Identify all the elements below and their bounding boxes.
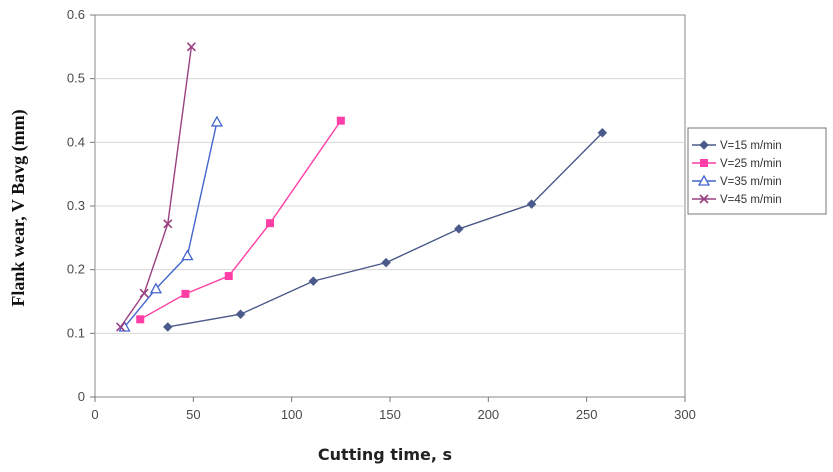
series-3	[118, 115, 224, 332]
legend-item: V=35 m/min	[692, 174, 782, 188]
data-point-diamond	[381, 257, 391, 268]
x-tick-label: 250	[576, 407, 598, 422]
y-tick-label: 0.6	[67, 7, 85, 22]
y-tick-label: 0.3	[67, 198, 85, 213]
legend: V=15 m/min V=25 m/min V=35 m/min V=45 m/min	[687, 127, 827, 215]
x-axis-label: Cutting time, s	[318, 445, 452, 464]
x-tick-label: 150	[379, 407, 401, 422]
data-point-square	[224, 272, 233, 281]
series-line	[119, 46, 193, 328]
y-tick-label: 0.4	[67, 134, 85, 149]
y-tick-label: 0.2	[67, 262, 85, 277]
x-tick-label: 200	[477, 407, 499, 422]
series-4	[116, 42, 196, 332]
axes: 0 0.1 0.2 0.3 0.4 0.5 0.6 0 50 100 150 200 250 300	[67, 7, 696, 422]
series-2	[136, 116, 345, 324]
data-point-diamond	[308, 276, 319, 286]
legend-item: V=15 m/min	[692, 140, 782, 152]
x-tick-label: 100	[281, 407, 303, 422]
data-point-square	[266, 219, 275, 228]
x-tick-label: 0	[91, 407, 98, 422]
data-point-diamond	[526, 199, 537, 209]
legend-label: V=45 m/min	[720, 194, 782, 206]
data-point-x	[186, 42, 196, 52]
data-point-triangle	[149, 282, 163, 294]
series-line	[123, 121, 218, 328]
data-point-triangle	[181, 249, 194, 261]
legend-label: V=35 m/min	[720, 176, 782, 188]
legend-marker	[699, 140, 709, 150]
series-1	[162, 127, 608, 332]
x-tick-label: 50	[186, 407, 200, 422]
y-tick-label: 0	[78, 389, 85, 404]
data-point-diamond	[162, 322, 173, 332]
data-point-square	[181, 289, 190, 298]
y-axis-label: Flank wear, V Bavg (mm)	[8, 109, 29, 306]
data-point-x	[116, 322, 126, 332]
data-point-square	[136, 315, 145, 324]
data-point-x	[163, 219, 173, 229]
series-layer	[116, 42, 608, 332]
data-point-diamond	[597, 127, 608, 138]
y-tick-label: 0.5	[67, 71, 85, 86]
legend-marker	[700, 159, 708, 167]
data-point-diamond	[453, 224, 464, 234]
y-tick-label: 0.1	[67, 325, 85, 340]
data-point-x	[139, 288, 149, 298]
legend-label: V=15 m/min	[720, 140, 782, 152]
data-point-square	[336, 116, 345, 125]
x-tick-label: 300	[674, 407, 696, 422]
gridlines	[95, 78, 685, 334]
legend-label: V=25 m/min	[720, 158, 782, 170]
legend-item: V=45 m/min	[692, 194, 782, 206]
data-point-diamond	[235, 309, 246, 320]
data-point-triangle	[210, 115, 224, 127]
legend-marker	[699, 194, 709, 204]
legend-item: V=25 m/min	[692, 158, 782, 170]
legend-marker	[697, 174, 711, 186]
